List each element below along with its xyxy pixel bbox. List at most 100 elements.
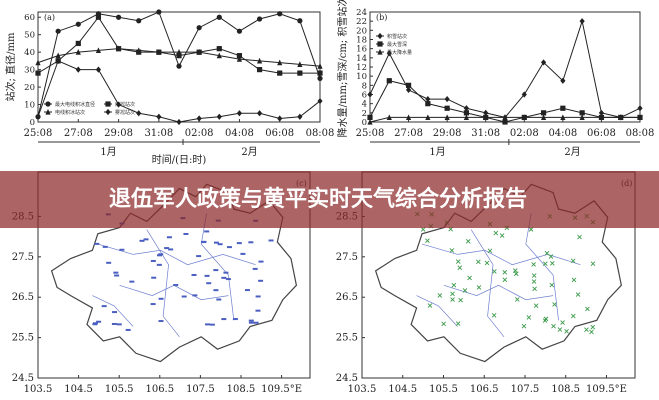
station [158, 253, 164, 256]
station [201, 240, 207, 243]
station [590, 261, 596, 267]
x-tick-label: 02:08 [510, 128, 539, 139]
x-tick-label: 107.5 [186, 384, 215, 395]
station [465, 239, 471, 244]
station [491, 313, 497, 318]
point [256, 110, 263, 117]
y-tick-label: 24.5 [12, 373, 34, 384]
station [192, 294, 198, 297]
month-label: 1月 [429, 146, 445, 158]
x-tick-label: 29:08 [433, 128, 462, 139]
point [35, 113, 41, 120]
station [476, 285, 482, 290]
x-tick-label: 104.5 [64, 384, 93, 395]
point [560, 105, 566, 111]
station [191, 273, 197, 276]
station [168, 248, 174, 251]
station [213, 241, 219, 244]
station [94, 242, 100, 245]
y-tick-label: 60 [24, 13, 35, 23]
river [119, 284, 229, 301]
station [476, 259, 481, 265]
point [463, 105, 470, 112]
point [425, 101, 431, 107]
point [35, 59, 41, 66]
month-label: 2月 [241, 146, 257, 158]
station [457, 265, 463, 271]
x-tick-label: 31:08 [144, 128, 173, 139]
point [156, 9, 162, 15]
x-tick-label: 106.5 [145, 384, 174, 395]
y-tick-label: 27.5 [12, 252, 34, 263]
point [317, 75, 323, 81]
maps: (c)103.5104.5105.5106.5107.5108.5109.5°E… [12, 171, 636, 395]
y-tick-label: 26.5 [12, 292, 34, 303]
y-tick-label: 8 [362, 81, 367, 91]
station [487, 248, 493, 254]
legend-label: 最大降水量 [387, 49, 412, 56]
banner-title: 退伍军人政策与黄平实时天气综合分析报告 [109, 186, 527, 212]
y-tick-label: 27.5 [336, 252, 358, 263]
point [317, 70, 323, 76]
station [441, 321, 446, 327]
point [115, 14, 122, 20]
station [585, 306, 590, 312]
station [173, 284, 179, 287]
legend-label: 最大雪深 [387, 41, 407, 48]
x-tick-label: 06:08 [265, 128, 294, 139]
station [542, 261, 548, 267]
point [367, 91, 373, 98]
x-tick-label: 103.5 [24, 384, 53, 395]
point [637, 105, 643, 112]
station [205, 323, 211, 326]
point [463, 114, 470, 121]
point [95, 47, 102, 54]
point [502, 119, 508, 125]
station [570, 313, 576, 319]
legend-marker [377, 41, 383, 47]
x-tick-label: 08:08 [306, 128, 335, 139]
point [425, 95, 431, 103]
station [577, 234, 582, 240]
station [551, 323, 556, 329]
station [584, 327, 589, 333]
x-tick-label: 04:08 [225, 128, 254, 139]
station [111, 323, 117, 326]
station [223, 271, 229, 274]
station [106, 261, 112, 264]
y-axis-label: 站次; 直径/mm [4, 32, 17, 101]
point [176, 63, 182, 69]
station [225, 278, 231, 281]
x-tick-label: 104.5 [388, 384, 417, 395]
station [455, 321, 461, 326]
station [570, 258, 576, 264]
legend-marker [377, 32, 383, 40]
point [502, 114, 508, 121]
point [386, 114, 392, 121]
station [206, 282, 212, 285]
station [449, 248, 455, 253]
station [557, 327, 563, 332]
station [258, 260, 264, 263]
point [277, 59, 283, 66]
station [232, 318, 238, 321]
point [216, 113, 222, 120]
point [405, 114, 412, 121]
point [579, 110, 585, 116]
river [92, 295, 134, 327]
point [317, 97, 323, 105]
point [216, 14, 222, 20]
station [253, 321, 259, 324]
y-tick-label: 40 [24, 48, 35, 58]
station [221, 276, 227, 279]
y-tick-label: 20 [24, 83, 35, 93]
station [213, 289, 219, 292]
station [116, 323, 122, 326]
legend-label: 积雪站次 [387, 33, 407, 40]
station [125, 328, 131, 331]
point [236, 56, 243, 62]
point [297, 61, 303, 67]
river [200, 213, 235, 321]
month-label: 2月 [564, 146, 580, 158]
